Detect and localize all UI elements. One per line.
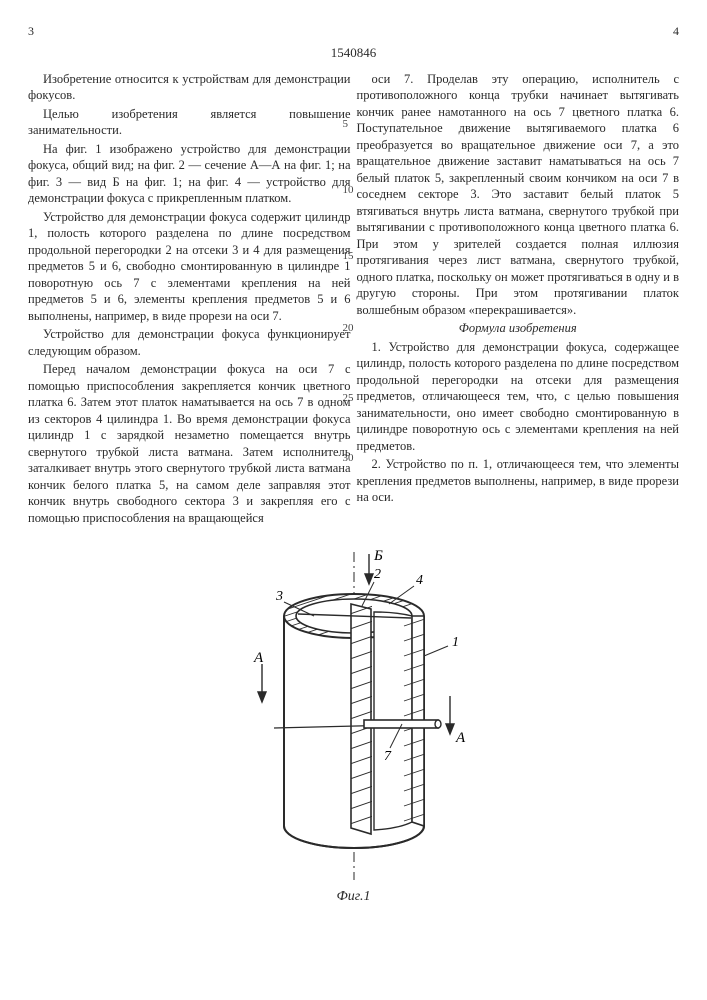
formula-title: Формула изобретения xyxy=(357,320,680,337)
label-A-right: А xyxy=(455,730,466,746)
label-1: 1 xyxy=(452,635,459,650)
para: Перед началом демонстрации фокуса на оси… xyxy=(28,361,351,526)
figure-caption: Фиг.1 xyxy=(28,888,679,906)
line-num: 10 xyxy=(343,183,354,198)
label-3: 3 xyxy=(275,589,283,604)
line-num: 20 xyxy=(343,321,354,336)
line-num: 15 xyxy=(343,249,354,264)
para: Устройство для демонстрации фокуса функц… xyxy=(28,326,351,359)
claim: 2. Устройство по п. 1, отличающееся тем,… xyxy=(357,456,680,506)
para: оси 7. Проделав эту операцию, исполнител… xyxy=(357,71,680,319)
figure-svg: А А Б 3 2 4 1 7 xyxy=(214,546,494,886)
line-num: 25 xyxy=(343,391,354,406)
claim: 1. Устройство для демонстрации фокуса, с… xyxy=(357,339,680,455)
label-B: Б xyxy=(373,548,383,564)
doc-number: 1540846 xyxy=(28,44,679,61)
line-num: 30 xyxy=(343,451,354,466)
figure-1: А А Б 3 2 4 1 7 Фиг.1 xyxy=(28,546,679,906)
page-left: 3 xyxy=(28,24,34,40)
para: Устройство для демонстрации фокуса содер… xyxy=(28,209,351,325)
para: На фиг. 1 изображено устройство для демо… xyxy=(28,141,351,207)
text-columns: Изобретение относится к устройствам для … xyxy=(28,71,679,529)
column-right: 5 10 15 20 25 30 оси 7. Проделав эту опе… xyxy=(357,71,680,529)
label-4: 4 xyxy=(416,573,423,588)
para: Изобретение относится к устройствам для … xyxy=(28,71,351,104)
column-left: Изобретение относится к устройствам для … xyxy=(28,71,351,529)
label-7: 7 xyxy=(384,749,392,764)
label-A-left: А xyxy=(253,650,264,666)
para: Целью изобретения является повышение зан… xyxy=(28,106,351,139)
label-2: 2 xyxy=(374,567,381,582)
line-num: 5 xyxy=(343,117,349,132)
page-right: 4 xyxy=(673,24,679,40)
